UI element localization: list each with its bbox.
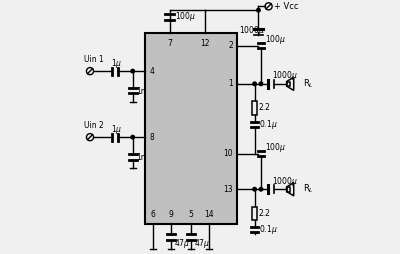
Text: 1$\mu$: 1$\mu$	[111, 123, 122, 136]
Text: 13: 13	[223, 185, 233, 194]
Circle shape	[259, 187, 263, 191]
Bar	[252, 207, 258, 220]
Text: Uin 1: Uin 1	[84, 55, 104, 64]
Text: 1n: 1n	[136, 87, 145, 96]
Text: 1$\mu$: 1$\mu$	[111, 57, 122, 70]
Text: 9: 9	[168, 210, 173, 219]
Text: 14: 14	[204, 210, 214, 219]
Text: 1000$\mu$: 1000$\mu$	[272, 69, 298, 82]
Bar	[287, 82, 290, 86]
Circle shape	[253, 187, 256, 191]
Text: 4: 4	[150, 67, 155, 76]
Text: 1: 1	[228, 79, 233, 88]
Text: R$_L$: R$_L$	[303, 183, 314, 196]
Text: 2.2: 2.2	[259, 209, 270, 218]
Text: 1n: 1n	[136, 153, 145, 162]
Text: 47$\mu$: 47$\mu$	[194, 237, 210, 250]
Text: 100$\mu$: 100$\mu$	[175, 9, 196, 23]
Bar	[145, 33, 237, 224]
Circle shape	[253, 82, 256, 86]
Circle shape	[131, 135, 134, 139]
Bar	[287, 187, 290, 192]
Circle shape	[257, 8, 260, 12]
Text: 0.1$\mu$: 0.1$\mu$	[259, 118, 277, 131]
Text: 1000$\mu$: 1000$\mu$	[272, 174, 298, 188]
Text: 10: 10	[223, 149, 233, 158]
Text: 0.1$\mu$: 0.1$\mu$	[259, 223, 277, 236]
Text: 5: 5	[189, 210, 194, 219]
Text: 7: 7	[167, 39, 172, 48]
Text: 8: 8	[150, 133, 155, 142]
Text: + Vcc: + Vcc	[274, 2, 299, 11]
Text: 1000$\mu$: 1000$\mu$	[239, 24, 265, 37]
Text: 12: 12	[200, 39, 210, 48]
Circle shape	[131, 69, 134, 73]
Text: Uin 2: Uin 2	[84, 121, 104, 130]
Text: R$_L$: R$_L$	[303, 77, 314, 90]
Text: 100$\mu$: 100$\mu$	[265, 33, 286, 46]
Text: 2: 2	[228, 41, 233, 50]
Circle shape	[259, 82, 263, 86]
Text: 6: 6	[150, 210, 156, 219]
Text: 100$\mu$: 100$\mu$	[265, 141, 286, 154]
Bar	[252, 101, 258, 115]
Text: 47$\mu$: 47$\mu$	[174, 237, 190, 250]
Text: 2.2: 2.2	[259, 103, 270, 113]
